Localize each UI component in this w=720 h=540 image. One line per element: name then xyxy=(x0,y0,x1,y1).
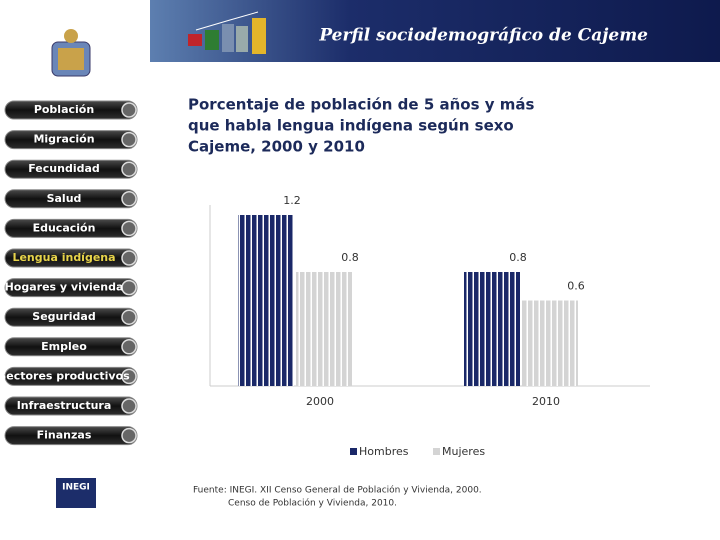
menu-button-label: Seguridad xyxy=(32,310,95,323)
source-note: Censo de Población y Vivienda, 2010. xyxy=(228,498,397,509)
menu-button-label: Hogares y vivienda xyxy=(5,281,124,294)
menu-button[interactable]: Educación xyxy=(4,218,138,238)
menu-button-bg xyxy=(4,396,138,416)
bar xyxy=(238,215,294,386)
menu-button-label: Fecundidad xyxy=(28,162,100,175)
menu-button[interactable]: Empleo xyxy=(4,337,138,357)
chart-title-line: que habla lengua indígena según sexo xyxy=(188,117,514,135)
menu-button-knob xyxy=(121,279,137,296)
menu-button[interactable]: Seguridad xyxy=(4,307,138,327)
value-label: 1.2 xyxy=(283,194,301,207)
menu-button-knob xyxy=(121,191,137,207)
menu-button[interactable]: Sectores productivos xyxy=(0,366,138,386)
header-title: Perfil sociodemográfico de Cajeme xyxy=(318,26,648,46)
menu-button-knob xyxy=(121,131,137,148)
menu-button-knob xyxy=(121,250,137,266)
menu-button-bg xyxy=(4,337,138,357)
x-tick-label: 2000 xyxy=(306,395,334,408)
menu-button-knob xyxy=(121,102,137,118)
legend-label: Mujeres xyxy=(442,445,485,458)
menu-button-knob xyxy=(121,368,137,385)
menu-button-knob xyxy=(121,427,137,444)
menu-button-label: Finanzas xyxy=(37,429,92,442)
menu-button[interactable]: Migración xyxy=(4,130,138,150)
value-label: 0.8 xyxy=(341,251,359,264)
menu-button-label: Población xyxy=(34,103,94,116)
menu-button[interactable]: Fecundidad xyxy=(4,159,138,179)
menu-button[interactable]: Finanzas xyxy=(4,426,138,446)
menu-button[interactable]: Lengua indígena xyxy=(4,248,138,268)
menu-button-bg xyxy=(4,248,138,268)
menu-button-bg xyxy=(4,366,138,386)
menu-button-knob xyxy=(121,309,137,325)
menu-button-bg xyxy=(4,130,138,150)
menu-button-bg xyxy=(4,218,138,238)
menu-button-knob xyxy=(121,339,137,355)
menu-button-bg xyxy=(4,100,138,120)
menu-button-label: Empleo xyxy=(41,340,87,353)
header-icon xyxy=(188,11,266,54)
menu-button[interactable]: Infraestructura xyxy=(4,396,138,416)
chart-title-line: Porcentaje de población de 5 años y más xyxy=(188,96,534,114)
menu-button-label: Salud xyxy=(47,192,82,205)
menu-button-bg xyxy=(4,426,138,446)
coat-of-arms xyxy=(51,29,91,77)
legend-label: Hombres xyxy=(359,445,409,458)
value-label: 0.6 xyxy=(567,280,585,293)
chart-title: Porcentaje de población de 5 años y más q… xyxy=(188,96,534,156)
bar xyxy=(464,272,520,386)
menu-button-label: Sectores productivos xyxy=(0,369,130,382)
menu-button[interactable]: Salud xyxy=(4,189,138,209)
source-note: Fuente: INEGI. XII Censo General de Pobl… xyxy=(193,485,482,496)
menu-button[interactable]: Población xyxy=(4,100,138,120)
menu-button-bg xyxy=(4,189,138,209)
menu-button-bg xyxy=(4,159,138,179)
menu-button-label: Lengua indígena xyxy=(12,251,115,264)
legend-swatch xyxy=(350,448,357,455)
bar xyxy=(522,300,578,386)
value-label: 0.8 xyxy=(509,251,527,264)
x-tick-label: 2010 xyxy=(532,395,560,408)
legend-swatch xyxy=(433,448,440,455)
chart-title-line: Cajeme, 2000 y 2010 xyxy=(188,138,365,156)
menu-button-bg xyxy=(4,307,138,327)
menu-button-label: Educación xyxy=(33,221,96,234)
menu-button-label: Infraestructura xyxy=(17,399,112,412)
menu-button[interactable]: Hogares y vivienda xyxy=(4,278,138,298)
menu-button-knob xyxy=(121,398,137,414)
menu-button-bg xyxy=(4,278,138,298)
logo-text: INEGI xyxy=(62,483,90,493)
bar xyxy=(296,272,352,386)
menu-button-label: Migración xyxy=(33,133,94,146)
menu-button-knob xyxy=(121,220,137,237)
menu-button-knob xyxy=(121,161,137,177)
inegi-logo: INEGI xyxy=(56,478,96,508)
